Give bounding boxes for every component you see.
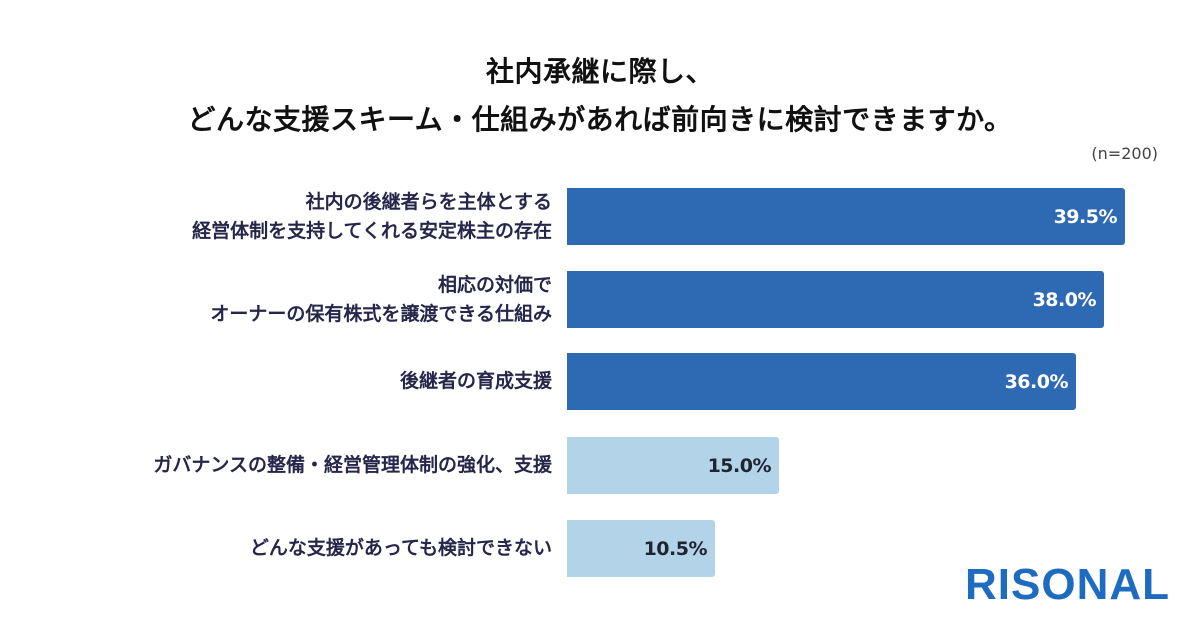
value-label: 39.5% (1053, 205, 1118, 228)
sample-size-label: (n=200) (1091, 144, 1158, 163)
bar-row: 社内の後継者らを主体とする経営体制を支持してくれる安定株主の存在 39.5% (0, 188, 1200, 245)
category-label-line: 相応の対価で (437, 273, 552, 296)
category-label-line: どんな支援があっても検討できない (249, 537, 552, 559)
category-label-line: 後継者の育成支援 (399, 370, 552, 392)
category-label-line: ガバナンスの整備・経営管理体制の強化、支援 (153, 454, 552, 476)
chart-title-line1: 社内承継に際し、 (485, 55, 714, 88)
value-label: 38.0% (1032, 288, 1097, 311)
category-label: 相応の対価でオーナーの保有株式を譲渡できる仕組み (210, 271, 552, 328)
chart-title-line2: どんな支援スキーム・仕組みがあれば前向きに検討できますか。 (187, 103, 1013, 136)
bar-row: ガバナンスの整備・経営管理体制の強化、支援 15.0% (0, 437, 1200, 494)
bar: 15.0% (567, 437, 779, 494)
category-label: 後継者の育成支援 (400, 353, 552, 410)
bar-row: 後継者の育成支援 36.0% (0, 353, 1200, 410)
category-label: どんな支援があっても検討できない (250, 520, 552, 577)
bar-row: 相応の対価でオーナーの保有株式を譲渡できる仕組み 38.0% (0, 271, 1200, 328)
bar-row: どんな支援があっても検討できない 10.5% (0, 520, 1200, 577)
bar: 10.5% (567, 520, 715, 577)
value-label: 15.0% (707, 454, 772, 477)
bar: 38.0% (567, 271, 1104, 328)
category-label: ガバナンスの整備・経営管理体制の強化、支援 (153, 437, 552, 494)
value-label: 36.0% (1004, 370, 1069, 393)
category-label-line: 経営体制を支持してくれる安定株主の存在 (192, 219, 552, 242)
risonal-logo: RISONAL (965, 560, 1170, 609)
chart-title: 社内承継に際し、 どんな支援スキーム・仕組みがあれば前向きに検討できますか。 (0, 48, 1200, 144)
bar: 36.0% (567, 353, 1076, 410)
category-label: 社内の後継者らを主体とする経営体制を支持してくれる安定株主の存在 (192, 188, 552, 245)
category-label-line: オーナーの保有株式を譲渡できる仕組み (210, 302, 552, 325)
category-label-line: 社内の後継者らを主体とする (305, 190, 552, 213)
value-label: 10.5% (643, 537, 708, 560)
bar: 39.5% (567, 188, 1125, 245)
